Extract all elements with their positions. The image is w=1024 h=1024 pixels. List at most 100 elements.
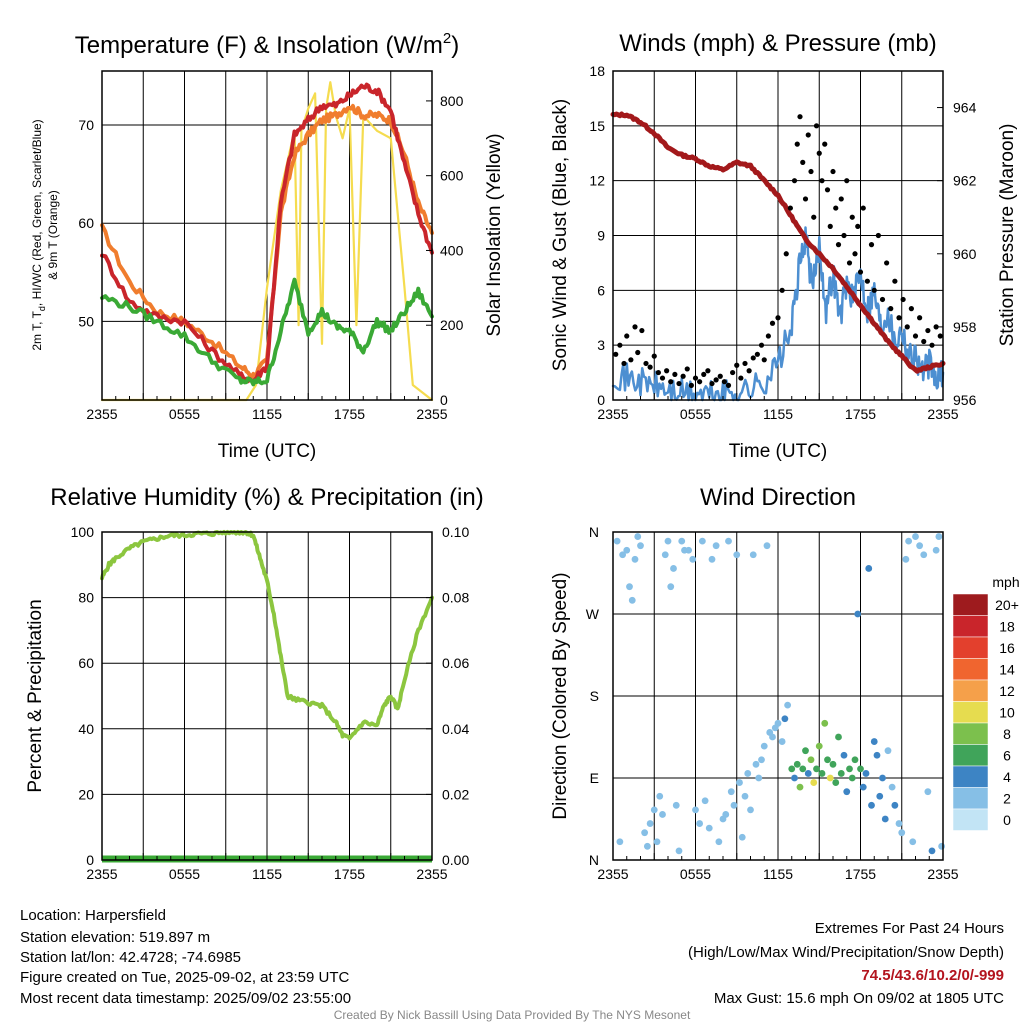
- legend-label: 6: [1003, 748, 1011, 764]
- humidity-line: [100, 530, 434, 741]
- gust-point: [888, 306, 894, 312]
- gust-point: [791, 178, 798, 184]
- legend-swatch: [952, 615, 989, 638]
- y-tick-label: 6: [597, 282, 605, 298]
- gust-point: [738, 375, 744, 381]
- gust-point: [824, 187, 831, 193]
- legend-label: 20+: [995, 597, 1019, 613]
- direction-point: [646, 820, 654, 827]
- direction-point: [725, 537, 732, 545]
- gust-point: [775, 315, 781, 321]
- direction-point: [898, 829, 906, 837]
- x-tick-label: 2355: [86, 406, 117, 422]
- speed-legend: 20+ 18 16 14 12 10 8 6 4 2 0: [952, 593, 1019, 831]
- direction-point: [813, 765, 820, 773]
- gust-point: [827, 223, 833, 229]
- direction-point: [631, 555, 639, 563]
- gust-point: [617, 342, 623, 348]
- gust-point: [892, 278, 898, 284]
- gust-point: [813, 123, 820, 129]
- x-tick-label: 2355: [927, 406, 958, 422]
- direction-point: [924, 788, 932, 796]
- legend-label: 4: [1003, 769, 1011, 785]
- x-tick-label: 1755: [334, 866, 365, 882]
- legend-swatch: [952, 679, 989, 702]
- gust-point: [725, 382, 732, 388]
- gust-point: [779, 287, 785, 293]
- y-tick-label: N: [589, 524, 599, 540]
- direction-point: [851, 756, 859, 764]
- direction-point: [708, 555, 716, 563]
- direction-point: [804, 770, 812, 777]
- gust-point: [632, 324, 638, 330]
- legend-label: 10: [999, 705, 1015, 721]
- direction-point: [670, 565, 677, 572]
- direction-point: [752, 760, 760, 768]
- direction-point: [848, 774, 856, 782]
- direction-point: [643, 842, 651, 850]
- direction-point: [623, 546, 631, 554]
- legend-label: 2: [1003, 791, 1011, 807]
- direction-point: [870, 738, 878, 745]
- direction-point: [909, 838, 917, 846]
- temperature-panel: Temperature (F) & Insolation (W/m2) 2355…: [30, 30, 505, 462]
- winds-x-axis-label: Time (UTC): [729, 441, 828, 462]
- y-right-tick-label: 200: [440, 317, 464, 333]
- direction-point: [938, 842, 946, 850]
- legend-swatch: [952, 701, 989, 724]
- legend-swatch: [952, 593, 989, 616]
- direction-point: [744, 770, 752, 777]
- extremes-title: Extremes For Past 24 Hours: [815, 920, 1004, 937]
- pressure-line: [610, 111, 946, 374]
- temperature-chart-title: Temperature (F) & Insolation (W/m2): [75, 30, 459, 59]
- legend-swatch: [952, 808, 989, 831]
- direction-point: [661, 551, 669, 559]
- legend-title: mph: [992, 574, 1019, 590]
- gust-point: [713, 377, 719, 383]
- y-tick-label: 12: [589, 173, 605, 189]
- extremes-values: 74.5/43.6/10.2/0/-999: [861, 967, 1004, 984]
- direction-point: [843, 788, 851, 796]
- gust-point: [835, 242, 842, 248]
- wind-direction-panel: Wind Direction 2355 0555 1155 1755 2355NESWN…: [550, 484, 1020, 882]
- gust-point: [864, 278, 870, 284]
- insolation-y-axis-label: Solar Insolation (Yellow): [484, 133, 505, 336]
- y-right-tick-label: 962: [953, 173, 977, 189]
- gust-point: [884, 260, 890, 266]
- direction-point: [747, 806, 754, 814]
- direction-point: [810, 779, 818, 786]
- gust-point: [659, 375, 666, 381]
- winds-panel: Winds (mph) & Pressure (mb) 2355 0555 1155…: [550, 30, 1018, 462]
- legend-swatch: [952, 636, 989, 659]
- wind-direction-y-axis-label: Direction (Colored By Speed): [550, 572, 571, 819]
- direction-point: [793, 760, 801, 768]
- gust-point: [639, 327, 645, 334]
- direction-point: [701, 797, 709, 805]
- direction-point: [818, 770, 826, 777]
- pressure-y-axis-label: Station Pressure (Maroon): [997, 124, 1018, 347]
- direction-point: [705, 824, 713, 832]
- gust-point: [875, 232, 881, 239]
- gust-point: [816, 150, 822, 156]
- direction-point: [796, 783, 804, 791]
- legend-label: 14: [999, 662, 1015, 678]
- direction-point: [840, 751, 848, 759]
- direction-point: [873, 751, 881, 759]
- gust-point: [896, 315, 902, 321]
- humidity-y-axis-label: Percent & Precipitation: [25, 599, 46, 792]
- direction-point: [675, 847, 683, 855]
- y-tick-label: 100: [71, 524, 95, 540]
- gust-point: [613, 351, 619, 357]
- y-tick-label: 18: [589, 63, 605, 79]
- y-right-tick-label: 0.02: [442, 786, 469, 802]
- x-tick-label: 0555: [680, 406, 711, 422]
- gust-point: [904, 324, 910, 330]
- gust-point: [721, 379, 727, 385]
- y-tick-label: 3: [597, 337, 605, 353]
- x-tick-label: 2355: [86, 866, 117, 882]
- gust-point: [709, 380, 715, 387]
- y-tick-label: 50: [78, 313, 94, 329]
- gust-point: [621, 360, 627, 367]
- y-right-tick-label: 0.00: [442, 852, 469, 868]
- elevation-text: Station elevation: 519.897 m: [20, 929, 210, 946]
